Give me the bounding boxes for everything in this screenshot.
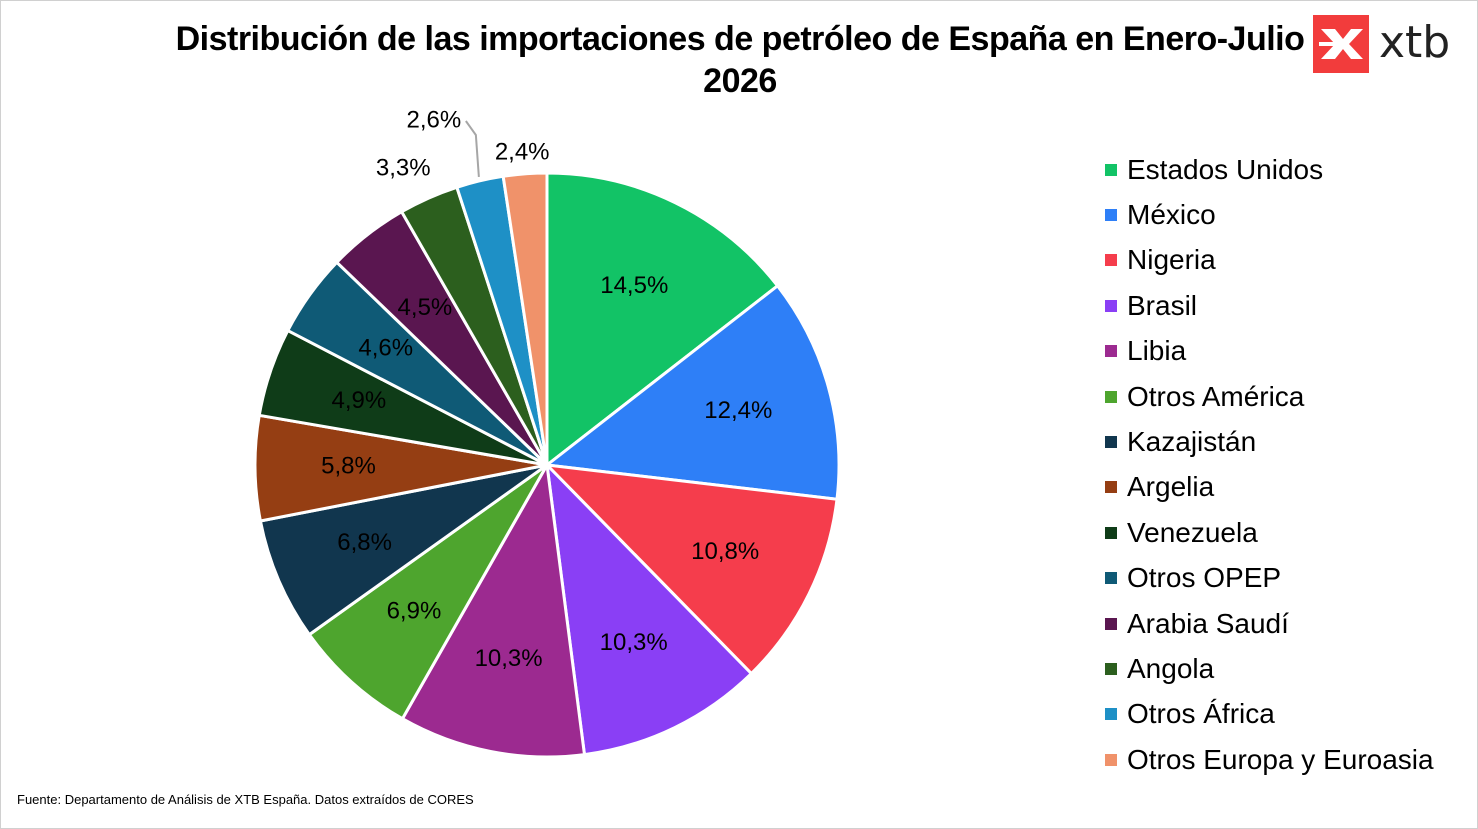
legend-label: Nigeria — [1127, 244, 1216, 276]
pie-slice-mexico — [543, 283, 841, 501]
legend-label: Estados Unidos — [1127, 153, 1324, 185]
pie-slice-libia — [400, 460, 587, 759]
pie-slice-estados-unidos — [545, 171, 780, 469]
source-note: Fuente: Departamento de Análisis de XTB … — [17, 792, 474, 807]
data-label-argelia: 5,8% — [321, 453, 376, 480]
chart-title: Distribución de las importaciones de pet… — [175, 20, 1305, 100]
pie-slice-otros-america — [307, 463, 549, 721]
legend-swatch — [1105, 572, 1117, 585]
data-label-otros-europa-y-euroasia: 2,4% — [495, 138, 550, 165]
legend-item-otros-america: Otros América — [1105, 374, 1434, 419]
legend-item-angola: Angola — [1105, 646, 1434, 691]
legend-swatch — [1105, 436, 1117, 449]
legend-item-nigeria: Nigeria — [1105, 238, 1434, 283]
legend-swatch — [1105, 345, 1117, 358]
legend-item-argelia: Argelia — [1105, 465, 1434, 510]
legend-item-otros-opep: Otros OPEP — [1105, 556, 1434, 601]
legend-label: Kazajistán — [1127, 426, 1257, 458]
data-label-otros-opep: 4,6% — [358, 334, 413, 361]
legend-item-otros-africa: Otros África — [1105, 692, 1434, 737]
label-leader-line — [465, 120, 480, 178]
data-label-venezuela: 4,9% — [331, 387, 386, 414]
legend-item-brasil: Brasil — [1105, 283, 1434, 328]
chart-legend: Estados Unidos México Nigeria Brasil Libia Ot… — [1105, 147, 1434, 782]
legend-item-kazajistan: Kazajistán — [1105, 419, 1434, 464]
legend-swatch — [1105, 662, 1117, 675]
xtb-logo: xtb — [1313, 15, 1463, 75]
legend-label: México — [1127, 199, 1216, 231]
legend-label: Otros África — [1127, 698, 1275, 730]
legend-label: Otros América — [1127, 380, 1305, 412]
pie-slice-nigeria — [542, 463, 839, 676]
legend-swatch — [1105, 254, 1117, 267]
legend-swatch — [1105, 526, 1117, 539]
legend-label: Libia — [1127, 335, 1187, 367]
legend-item-otros-europa-y-euroasia: Otros Europa y Euroasia — [1105, 737, 1434, 782]
legend-swatch — [1105, 753, 1117, 766]
legend-label: Arabia Saudí — [1127, 607, 1289, 639]
data-label-arabia-saudi: 4,5% — [398, 294, 453, 321]
pie-slice-brasil — [544, 460, 754, 757]
legend-item-arabia-saudi: Arabia Saudí — [1105, 601, 1434, 646]
legend-swatch — [1105, 708, 1117, 721]
legend-swatch — [1105, 163, 1117, 176]
legend-label: Venezuela — [1127, 516, 1258, 548]
data-label-kazajistan: 6,8% — [337, 529, 392, 556]
legend-item-estados-unidos: Estados Unidos — [1105, 147, 1434, 192]
legend-label: Otros Europa y Euroasia — [1127, 743, 1434, 775]
data-label-angola: 3,3% — [376, 155, 431, 182]
data-label-mexico: 12,4% — [704, 397, 772, 424]
data-label-brasil: 10,3% — [600, 629, 668, 656]
data-label-estados-unidos: 14,5% — [600, 272, 668, 299]
legend-swatch — [1105, 481, 1117, 494]
legend-item-mexico: México — [1105, 192, 1434, 237]
legend-label: Brasil — [1127, 289, 1198, 321]
legend-item-venezuela: Venezuela — [1105, 510, 1434, 555]
data-label-libia: 10,3% — [475, 645, 543, 672]
legend-swatch — [1105, 390, 1117, 403]
data-label-nigeria: 10,8% — [691, 538, 759, 565]
legend-label: Otros OPEP — [1127, 562, 1282, 594]
legend-label: Angola — [1127, 652, 1215, 684]
xtb-x-logo-icon — [1313, 15, 1369, 73]
legend-label: Argelia — [1127, 471, 1215, 503]
pie-chart: 14,5% 12,4% 10,8% 10,3% 10,3% 6,9% 6,8% 5,8% 4,9… — [253, 106, 841, 759]
legend-swatch — [1105, 617, 1117, 630]
legend-swatch — [1105, 209, 1117, 222]
pie-slice-otros-europa-y-euroasia — [501, 171, 549, 466]
data-label-otros-america: 6,9% — [387, 598, 442, 625]
data-label-otros-africa: 2,6% — [407, 106, 462, 133]
legend-swatch — [1105, 299, 1117, 312]
legend-item-libia: Libia — [1105, 329, 1434, 374]
xtb-wordmark: xtb — [1379, 17, 1451, 68]
